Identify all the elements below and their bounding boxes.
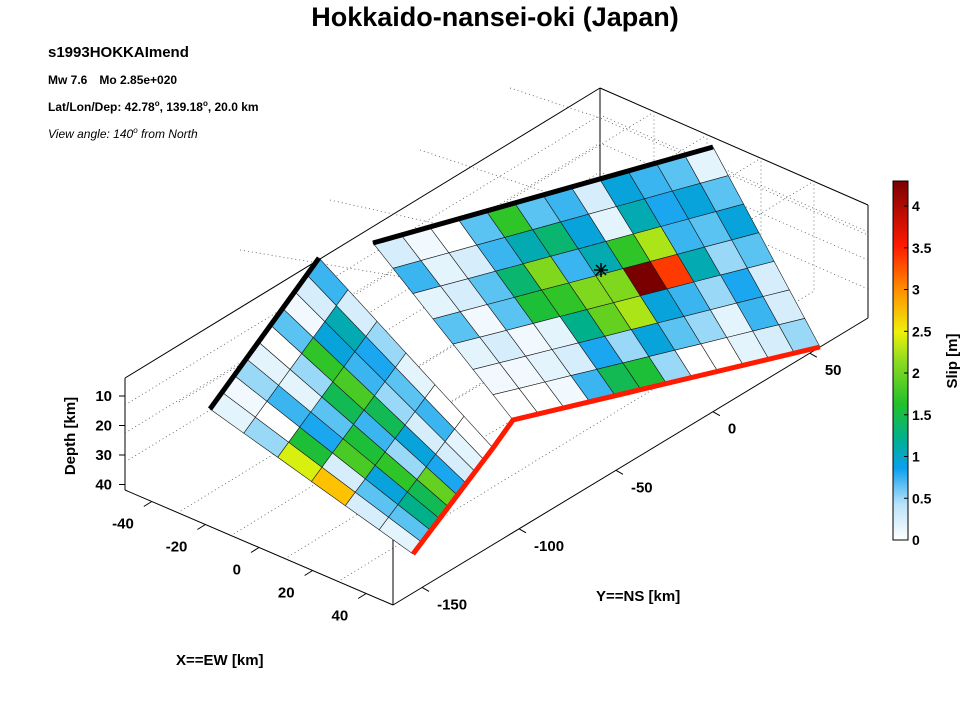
ew-tick: [357, 593, 367, 599]
grid-line: [124, 142, 869, 434]
fault-bottom-edge: [411, 344, 821, 556]
ns-tick-label: -100: [534, 538, 564, 555]
colorbar-tick-label: 4: [912, 198, 920, 214]
box-back-top-left: [124, 87, 601, 379]
degree-symbol: o: [154, 99, 160, 108]
mw-value: Mw 7.6: [48, 73, 88, 87]
depth-value: , 20.0 km: [207, 100, 259, 114]
ns-axis: -150 -100 -50 0 50 Y==NS [km]: [421, 352, 842, 613]
figure-title: Hokkaido-nansei-oki (Japan): [311, 2, 679, 32]
ns-tick-label: 50: [825, 362, 842, 379]
box-bottom-front-right: [392, 317, 869, 606]
hypocenter-star: [594, 263, 608, 277]
colorbar-tick-label: 1: [912, 449, 920, 465]
ew-tick: [197, 524, 206, 530]
colorbar-tick-label: 1.5: [912, 407, 932, 423]
view-angle: View angle: 140o from North: [48, 126, 198, 142]
ew-tick-label: -20: [166, 539, 188, 556]
grid-line: [338, 180, 815, 582]
colorbar-tick-label: 2.5: [912, 323, 932, 339]
ns-tick-label: -50: [631, 479, 653, 496]
colorbar-tick-label: 3: [912, 282, 920, 298]
colorbar-label: Slip [m]: [944, 333, 960, 388]
depth-tick-label: 30: [95, 447, 112, 464]
colorbar-tick-label: 0.5: [912, 490, 932, 506]
degree-symbol: o: [202, 99, 208, 108]
ew-tick-label: -40: [112, 516, 134, 533]
ns-tick: [421, 586, 430, 592]
colorbar-tick-label: 2: [912, 365, 920, 381]
ns-tick: [615, 469, 624, 475]
mo-value: Mo 2.85e+020: [99, 73, 178, 87]
depth-tick-label: 20: [95, 418, 112, 435]
ew-tick: [304, 570, 313, 576]
colorbar: 0 0.5 1 1.5 2 2.5 3 3.5 4 Slip [m]: [892, 180, 960, 548]
depth-tick-label: 40: [95, 477, 112, 494]
depth-axis: Depth [km] 10 20 30 40: [62, 388, 125, 494]
location-line: Lat/Lon/Dep: 42.78o, 139.18o, 20.0 km: [48, 99, 259, 115]
grid-line: [124, 171, 869, 463]
lat-value: Lat/Lon/Dep: 42.78: [48, 100, 155, 114]
depth-axis-label: Depth [km]: [62, 397, 79, 475]
ns-tick-label: -150: [437, 596, 467, 613]
depth-tick-label: 10: [95, 388, 112, 405]
ns-axis-label: Y==NS [km]: [596, 588, 680, 605]
ew-tick: [143, 501, 153, 507]
ew-tick-label: 40: [332, 608, 349, 625]
ew-axis: -40 -20 0 20 40 X==EW [km]: [112, 501, 367, 669]
grid-line: [231, 134, 708, 536]
colorbar-gradient: [892, 180, 909, 541]
ns-tick-label: 0: [728, 421, 736, 438]
lon-value: , 139.18: [159, 100, 203, 114]
box-back-top-right: [599, 87, 869, 206]
ew-tick-label: 20: [278, 585, 295, 602]
ew-tick-label: 0: [233, 562, 241, 579]
ns-tick: [809, 352, 818, 358]
ew-axis-label: X==EW [km]: [176, 652, 264, 669]
grid-line: [124, 114, 869, 406]
ns-tick: [712, 411, 721, 417]
slip-patches: [209, 146, 821, 555]
ns-tick: [518, 528, 527, 534]
colorbar-tick-label: 3.5: [912, 240, 932, 256]
event-id: s1993HOKKAImend: [48, 44, 189, 61]
fault-top-edge-1: [372, 144, 714, 246]
colorbar-tick-label: 0: [912, 532, 920, 548]
fault-top-edge-2: [207, 256, 322, 411]
magnitude-line: Mw 7.6 Mo 2.85e+020: [48, 73, 177, 87]
fault-traces: [207, 144, 821, 556]
ew-tick: [250, 547, 260, 553]
